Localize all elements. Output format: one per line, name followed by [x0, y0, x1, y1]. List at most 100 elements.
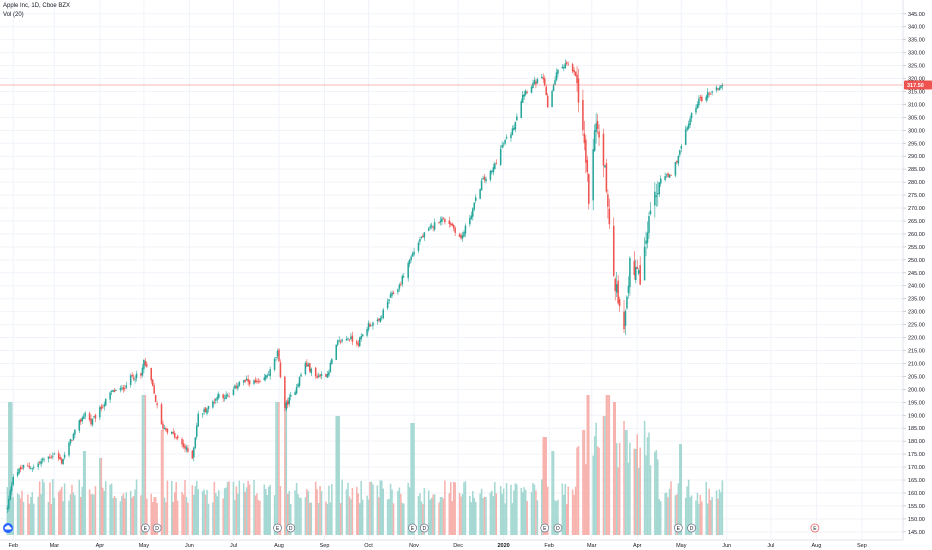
candle-body [12, 477, 14, 485]
volume-bar [573, 494, 575, 535]
candle-body [266, 375, 269, 377]
candle-body [717, 88, 719, 90]
event-label: D [690, 526, 694, 532]
volume-bar [444, 480, 446, 535]
earnings-marker [141, 523, 150, 533]
volume-bar [489, 492, 492, 535]
event-label: D [289, 526, 293, 532]
candle-body [278, 349, 280, 362]
volume-bar [533, 484, 536, 535]
candle-body [557, 69, 559, 74]
volume-bar [102, 487, 104, 535]
candle-body [204, 407, 207, 413]
volume-bar [50, 503, 53, 535]
candle-body [263, 377, 266, 381]
candle-body [555, 72, 558, 81]
candle-body [154, 395, 157, 402]
volume-bar [335, 416, 338, 535]
volume-bar [103, 490, 106, 535]
volume-bar [615, 442, 618, 535]
volume-bar [223, 488, 226, 535]
candle-body [345, 338, 348, 341]
volume-bar [686, 486, 688, 535]
candle-body [176, 436, 179, 439]
y-tick-label: 340.00 [908, 25, 925, 31]
volume-bar [22, 501, 25, 535]
last-price-tag [904, 80, 932, 90]
volume-bar [505, 483, 508, 535]
volume-bar [657, 459, 659, 535]
volume-bar [491, 490, 493, 535]
volume-bar [81, 486, 83, 535]
volume-bar [514, 483, 517, 535]
candle-body [367, 323, 370, 330]
candle-body [38, 461, 41, 463]
candle-body [53, 453, 56, 455]
candle-body [441, 218, 443, 222]
candle-body [347, 338, 349, 340]
upcoming-earnings-marker [810, 523, 820, 533]
volume-bar [586, 395, 589, 535]
volume-bar [677, 483, 680, 535]
volume-bar [93, 494, 95, 535]
volume-bar [235, 486, 238, 535]
candle-body [361, 334, 364, 337]
candle-body [494, 163, 496, 169]
candle-body [84, 412, 86, 417]
volume-bar [254, 495, 257, 535]
candle-body [99, 407, 101, 418]
volume-bar [545, 437, 547, 535]
candle-body [382, 309, 384, 318]
candle-body [238, 381, 241, 386]
volume-bar [156, 502, 158, 535]
y-tick-label: 235.00 [908, 297, 925, 303]
volume-bar [684, 497, 687, 535]
volume-bar [104, 481, 107, 535]
candle-body [379, 318, 382, 322]
volume-bar [595, 422, 597, 535]
volume-bar [275, 402, 277, 535]
volume-bar [458, 493, 461, 535]
volume-bar [583, 430, 586, 535]
candle-body [596, 120, 599, 129]
candle-body [325, 374, 327, 377]
candle-body [122, 387, 125, 390]
y-tick-label: 165.00 [908, 478, 925, 484]
candle-body [536, 79, 539, 84]
candle-body [63, 454, 66, 458]
x-tick-label: Feb [544, 543, 553, 549]
candle-body [546, 95, 549, 108]
candle-body [69, 438, 72, 444]
candle-body [213, 401, 216, 403]
candle-body [112, 390, 114, 392]
candle-body [604, 165, 606, 168]
candle-body [501, 144, 503, 148]
volume-bar [643, 420, 646, 535]
time-axis[interactable]: Feb Mar Apr May Jun Jul Aug Sep Oct Nov Dec 2020 Feb… [0, 539, 903, 549]
candle-body [173, 432, 176, 438]
y-tick-label: 185.00 [908, 426, 925, 432]
candle-body [639, 265, 641, 285]
candle-body [218, 393, 220, 398]
price-axis[interactable]: 345.00 340.00 335.00 330.00 325.00 320.00 315.… [902, 0, 925, 540]
candle-body [30, 468, 32, 470]
volume-bar [607, 395, 609, 535]
candle-body [618, 299, 621, 307]
volume-bar [141, 395, 144, 535]
volume-bar [21, 490, 23, 535]
earnings-marker [540, 523, 550, 533]
volume-bar [413, 423, 415, 535]
candle-body [310, 368, 313, 374]
candle-body [228, 396, 230, 397]
candle-body [163, 427, 166, 430]
candle-body [623, 311, 625, 330]
volume-bar [216, 496, 219, 535]
volume-bar [356, 486, 358, 535]
candle-body [708, 93, 710, 95]
volume-bar [427, 490, 430, 535]
volume-bar [276, 402, 279, 535]
volume-bar [386, 499, 389, 535]
candle-body [94, 414, 97, 419]
